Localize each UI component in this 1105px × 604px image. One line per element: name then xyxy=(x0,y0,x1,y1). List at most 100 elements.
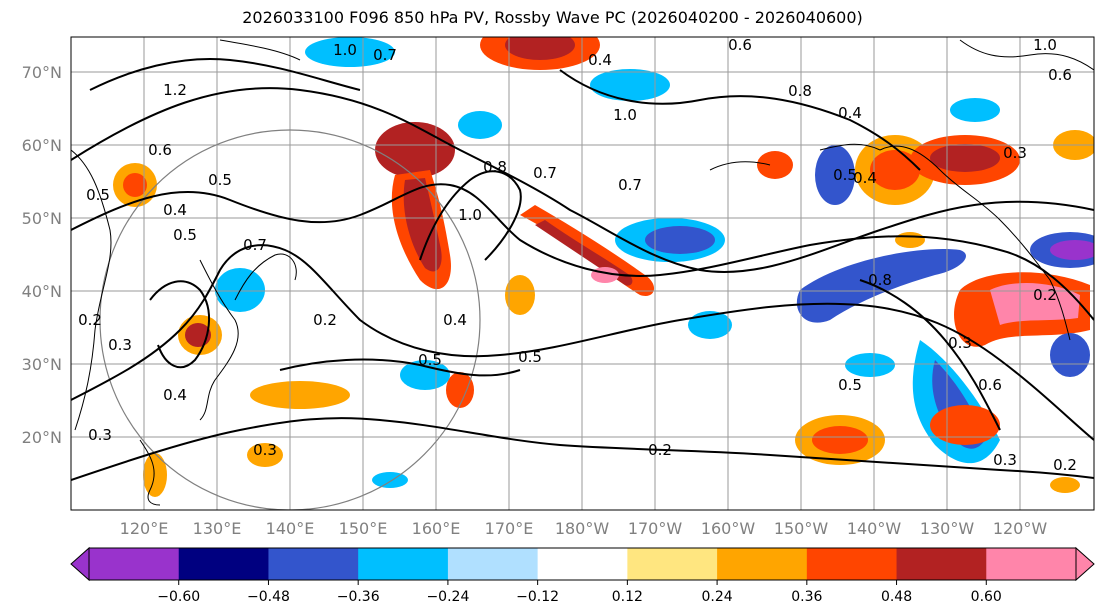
contour-label: 0.3 xyxy=(108,336,132,354)
colorbar-tick-label: −0.36 xyxy=(337,589,380,604)
lon-label: 150°E xyxy=(339,519,388,538)
contour-label: 1.0 xyxy=(458,206,482,224)
anomaly-blob xyxy=(1050,477,1080,493)
anomaly-blob xyxy=(403,178,442,272)
anomaly-blob xyxy=(400,360,450,390)
colorbar-segment xyxy=(268,548,359,580)
contour-label: 0.2 xyxy=(1033,286,1057,304)
lon-label: 120°W xyxy=(993,519,1048,538)
anomaly-blob xyxy=(688,311,732,339)
anomaly-blob xyxy=(950,98,1000,122)
contour-label: 0.5 xyxy=(518,348,542,366)
contour-label: 0.5 xyxy=(833,166,857,184)
lat-label: 50°N xyxy=(22,209,62,228)
lon-label: 140°W xyxy=(847,519,902,538)
colorbar-segment xyxy=(986,548,1077,580)
anomaly-blob xyxy=(250,381,350,409)
contour-label: 0.3 xyxy=(993,451,1017,469)
anomaly-blob xyxy=(990,283,1080,325)
lat-label: 20°N xyxy=(22,428,62,447)
contour-label: 0.8 xyxy=(788,82,812,100)
anomaly-blob xyxy=(1050,240,1094,260)
latitude-labels: 70°N 60°N 50°N 40°N 30°N 20°N xyxy=(22,63,62,447)
longitude-labels: 120°E 130°E 140°E 150°E 160°E 170°E 180°W 170°W… xyxy=(120,519,1048,538)
contour-label: 0.4 xyxy=(443,311,467,329)
colorbar-extend-min xyxy=(70,546,90,582)
coastlines xyxy=(71,39,1094,506)
contour-label: 1.2 xyxy=(163,81,187,99)
contour-label: 0.3 xyxy=(253,441,277,459)
lon-label: 140°E xyxy=(266,519,315,538)
contour-label: 0.2 xyxy=(648,441,672,459)
contour-label: 0.4 xyxy=(838,104,862,122)
contour-label: 0.5 xyxy=(838,376,862,394)
colorbar-tick-label: −0.24 xyxy=(426,589,469,604)
contour-label: 0.4 xyxy=(853,169,877,187)
lat-label: 40°N xyxy=(22,282,62,301)
colorbar-segment xyxy=(178,548,269,580)
lon-label: 170°W xyxy=(628,519,683,538)
colorbar-segment xyxy=(358,548,449,580)
colorbar-tick-label: 0.12 xyxy=(612,589,643,604)
contour-label: 0.5 xyxy=(208,171,232,189)
anomaly-blob xyxy=(247,443,283,467)
contour-label: 1.0 xyxy=(613,106,637,124)
graticule xyxy=(71,37,1094,510)
anomaly-blob xyxy=(930,144,1000,172)
lon-label: 130°E xyxy=(193,519,242,538)
contour-label: 0.5 xyxy=(173,226,197,244)
pv-contours xyxy=(71,58,1094,481)
contour-label: 0.7 xyxy=(533,164,557,182)
anomaly-blob xyxy=(1050,333,1090,377)
anomaly-blob xyxy=(815,145,855,205)
colorbar-segment xyxy=(89,548,180,580)
anomaly-blob xyxy=(505,37,575,60)
colorbar-tick-label: −0.48 xyxy=(247,589,290,604)
colorbar-tick-label: −0.60 xyxy=(157,589,200,604)
contour-label: 1.0 xyxy=(333,41,357,59)
anomaly-blob xyxy=(123,173,147,197)
colorbar: −0.60 −0.48 −0.36 −0.24 −0.12 0.12 0.24 0.36 0.4… xyxy=(70,546,1095,604)
contour-label: 0.8 xyxy=(868,271,892,289)
colorbar-tick-label: 0.24 xyxy=(702,589,733,604)
lat-label: 70°N xyxy=(22,63,62,82)
contour-label: 0.4 xyxy=(588,51,612,69)
contour-label: 0.3 xyxy=(948,334,972,352)
colorbar-segment xyxy=(627,548,718,580)
colorbar-segment xyxy=(537,548,628,580)
anomaly-blob xyxy=(305,37,395,67)
colorbar-segment xyxy=(447,548,539,580)
lon-label: 180°W xyxy=(555,519,610,538)
contour-label: 0.6 xyxy=(978,376,1002,394)
lon-label: 120°E xyxy=(120,519,169,538)
colorbar-segment xyxy=(806,548,898,580)
contour-label: 0.2 xyxy=(78,311,102,329)
contour-label: 0.7 xyxy=(373,46,397,64)
anomaly-blob xyxy=(446,372,474,408)
colorbar-outline xyxy=(88,547,1077,581)
contour-label: 0.8 xyxy=(483,158,507,176)
map-frame xyxy=(70,36,1095,511)
colorbar-tick-label: 0.60 xyxy=(971,589,1002,604)
contour-label: 0.6 xyxy=(728,36,752,54)
lon-label: 170°E xyxy=(485,519,534,538)
colorbar-segment xyxy=(717,548,808,580)
anomaly-blob xyxy=(757,151,793,179)
anomaly-blob xyxy=(645,226,715,254)
map-content: 1.0 0.70.60.40.81.00.50.31.20.60.50.40.50… xyxy=(71,36,1094,510)
anomaly-blob xyxy=(458,111,502,139)
anomaly-blob xyxy=(375,122,455,178)
anomaly-blob xyxy=(870,150,920,190)
lon-label: 160°W xyxy=(701,519,756,538)
colorbar-segment xyxy=(896,548,987,580)
contour-label: 0.4 xyxy=(163,201,187,219)
lon-label: 160°E xyxy=(412,519,461,538)
lat-label: 30°N xyxy=(22,355,62,374)
plot-title: 2026033100 F096 850 hPa PV, Rossby Wave … xyxy=(242,8,863,27)
contour-label: 0.4 xyxy=(163,386,187,404)
lat-label: 60°N xyxy=(22,136,62,155)
anomaly-blob xyxy=(505,275,535,315)
contour-label: 0.6 xyxy=(148,141,172,159)
colorbar-tick-label: 0.36 xyxy=(791,589,822,604)
